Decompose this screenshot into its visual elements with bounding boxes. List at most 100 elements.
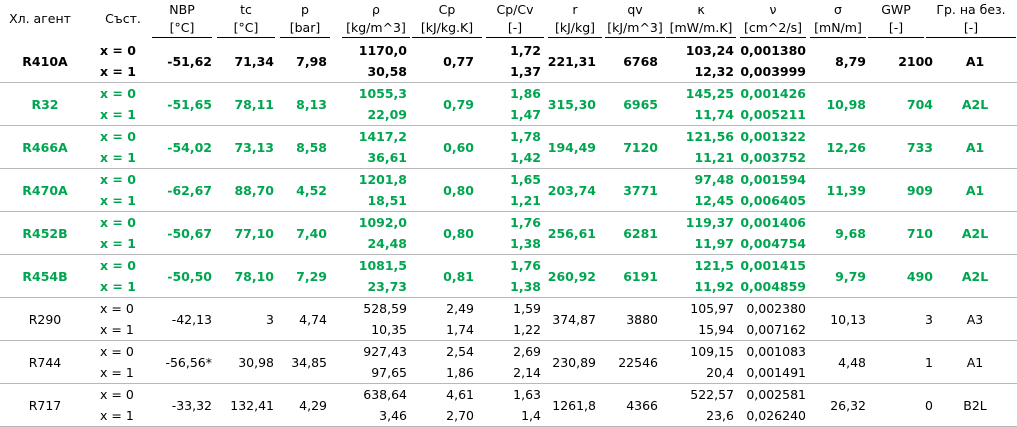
latent-heat-value: 194,49 bbox=[547, 139, 596, 155]
surface-tension-value: 8,79 bbox=[835, 53, 866, 69]
gwp-value: 0 bbox=[925, 397, 933, 413]
cp-cv-value: 1,59 bbox=[513, 301, 541, 316]
cp-cv-value: 1,63 bbox=[513, 387, 541, 402]
cp-header: Cp [kJ/kg.K] bbox=[412, 1, 482, 38]
viscosity-value: 0,002581 bbox=[746, 387, 806, 402]
nbp-value: -56,56* bbox=[165, 354, 212, 370]
density-value: 10,35 bbox=[371, 322, 407, 337]
qv-header: qv [kJ/m^3] bbox=[605, 1, 665, 38]
viscosity-value: 0,005211 bbox=[740, 107, 806, 122]
density-value: 927,43 bbox=[363, 344, 407, 359]
agent-name: R466A bbox=[22, 139, 68, 155]
qv-value: 7120 bbox=[623, 139, 658, 155]
surface-tension-value: 4,48 bbox=[838, 354, 866, 370]
nbp-header-unit: [°C] bbox=[152, 19, 212, 38]
cp-value: 0,80 bbox=[443, 182, 474, 198]
cp-cv-value: 1,76 bbox=[510, 215, 541, 230]
density-value: 24,48 bbox=[367, 236, 407, 251]
conductivity-value: 121,5 bbox=[694, 258, 734, 273]
tc-header-label: tc bbox=[240, 2, 252, 17]
viscosity-value: 0,006405 bbox=[740, 193, 806, 208]
tc-value: 88,70 bbox=[234, 182, 274, 198]
tc-header: tc [°C] bbox=[217, 1, 275, 38]
agent-header: Хл. агент bbox=[0, 10, 80, 28]
safety-group-value: A3 bbox=[966, 311, 984, 327]
nbp-value: -51,62 bbox=[167, 53, 212, 69]
density-header-label: ρ bbox=[372, 2, 380, 17]
state-label: x = 0 bbox=[100, 258, 136, 273]
viscosity-value: 0,001322 bbox=[740, 129, 806, 144]
gwp-value: 909 bbox=[906, 182, 933, 198]
cp-cv-header-label: Cp/Cv bbox=[496, 2, 534, 17]
cp-cv-value: 1,4 bbox=[521, 408, 541, 423]
qv-value: 3880 bbox=[626, 311, 658, 327]
viscosity-header-unit: [cm^2/s] bbox=[740, 19, 806, 38]
cp-cv-value: 1,65 bbox=[510, 172, 541, 187]
cp-cv-value: 1,21 bbox=[510, 193, 541, 208]
qv-value: 6965 bbox=[623, 96, 658, 112]
table-row: R452B x = 0 x = 1 -50,67 77,10 7,40 1092,0 24,4… bbox=[0, 212, 1017, 255]
cp-value: 0,79 bbox=[443, 96, 474, 112]
cp-header-unit: [kJ/kg.K] bbox=[412, 19, 482, 38]
state-label: x = 1 bbox=[100, 107, 136, 122]
latent-heat-value: 230,89 bbox=[552, 354, 596, 370]
cp-value: 2,54 bbox=[446, 344, 474, 359]
gwp-value: 710 bbox=[906, 225, 933, 241]
density-value: 30,58 bbox=[367, 64, 407, 79]
cp-cv-header: Cp/Cv [-] bbox=[486, 1, 544, 38]
state-label: x = 1 bbox=[100, 64, 136, 79]
tc-value: 73,13 bbox=[234, 139, 274, 155]
gwp-value: 733 bbox=[906, 139, 933, 155]
state-label: x = 1 bbox=[100, 365, 134, 380]
tc-value: 77,10 bbox=[234, 225, 274, 241]
conductivity-value: 11,97 bbox=[694, 236, 734, 251]
density-value: 1170,0 bbox=[358, 43, 407, 58]
cp-value: 0,77 bbox=[443, 53, 474, 69]
viscosity-value: 0,004754 bbox=[740, 236, 806, 251]
safety-group-value: A1 bbox=[965, 53, 985, 69]
cp-cv-value: 1,42 bbox=[510, 150, 541, 165]
state-label: x = 0 bbox=[100, 86, 136, 101]
density-value: 1092,0 bbox=[358, 215, 407, 230]
gwp-value: 704 bbox=[906, 96, 933, 112]
conductivity-value: 15,94 bbox=[698, 322, 734, 337]
pressure-value: 7,40 bbox=[296, 225, 327, 241]
conductivity-value: 145,25 bbox=[685, 86, 734, 101]
conductivity-value: 109,15 bbox=[690, 344, 734, 359]
qv-value: 3771 bbox=[623, 182, 658, 198]
state-label: x = 1 bbox=[100, 408, 134, 423]
agent-name: R410A bbox=[22, 53, 68, 69]
pressure-header-unit: [bar] bbox=[280, 19, 330, 38]
density-value: 1081,5 bbox=[358, 258, 407, 273]
pressure-value: 4,52 bbox=[296, 182, 327, 198]
table-row: R470A x = 0 x = 1 -62,67 88,70 4,52 1201,8 18,5… bbox=[0, 169, 1017, 212]
nbp-value: -33,32 bbox=[171, 397, 212, 413]
safety-group-value: A2L bbox=[961, 268, 989, 284]
density-value: 1201,8 bbox=[358, 172, 407, 187]
cp-cv-value: 1,78 bbox=[510, 129, 541, 144]
cp-value: 2,70 bbox=[446, 408, 474, 423]
latent-heat-value: 374,87 bbox=[552, 311, 596, 327]
conductivity-value: 12,32 bbox=[694, 64, 734, 79]
gwp-value: 1 bbox=[925, 354, 933, 370]
cp-value: 0,60 bbox=[443, 139, 474, 155]
cp-cv-value: 1,38 bbox=[510, 279, 541, 294]
pressure-header: p [bar] bbox=[280, 1, 330, 38]
viscosity-header: ν [cm^2/s] bbox=[740, 1, 806, 38]
conductivity-value: 103,24 bbox=[685, 43, 734, 58]
safety-group-header: Гр. на без. [-] bbox=[926, 1, 1016, 38]
gwp-header-label: GWP bbox=[881, 2, 911, 17]
latent-heat-value: 203,74 bbox=[547, 182, 596, 198]
table-row: R410A x = 0 x = 1 -51,62 71,34 7,98 1170,0 30,5… bbox=[0, 40, 1017, 83]
latent-heat-value: 256,61 bbox=[547, 225, 596, 241]
conductivity-value: 97,48 bbox=[694, 172, 734, 187]
nbp-value: -42,13 bbox=[171, 311, 212, 327]
gwp-header: GWP [-] bbox=[868, 1, 924, 38]
table-row: R454B x = 0 x = 1 -50,50 78,10 7,29 1081,5 23,7… bbox=[0, 255, 1017, 298]
cp-cv-value: 1,37 bbox=[510, 64, 541, 79]
viscosity-value: 0,001491 bbox=[746, 365, 806, 380]
cp-header-label: Cp bbox=[438, 2, 456, 17]
table-row: R717 x = 0 x = 1 -33,32 132,41 4,29 638,64 3,46… bbox=[0, 384, 1017, 427]
cp-cv-value: 1,47 bbox=[510, 107, 541, 122]
agent-name: R290 bbox=[28, 311, 62, 327]
